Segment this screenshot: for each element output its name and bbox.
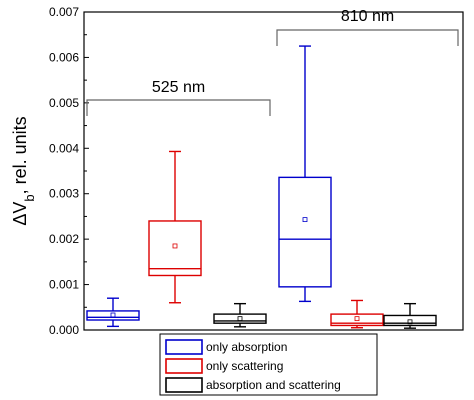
group-brackets: 525 nm 810 nm [86,8,459,116]
legend-items: only absorption only scattering absorption… [165,339,341,393]
legend-swatch [165,339,203,355]
box-series [86,45,437,329]
y-tick-label: 0.006 [49,50,79,64]
y-axis-ticks: 0.000 0.001 0.002 0.003 0.004 0.005 0.006 0.007 [49,5,89,337]
y-tick-label: 0.002 [49,232,79,246]
plot-area-frame [83,11,464,331]
mean-marker [172,243,178,249]
box-iqr [86,310,140,321]
legend-label: only scattering [206,359,283,373]
legend-item-3: absorption and scattering [165,377,341,393]
box-1 [86,297,140,328]
y-axis-title: ΔVb, rel. units [10,116,37,225]
box-6 [383,302,437,329]
box-iqr [213,313,267,324]
mean-marker [237,316,243,322]
group-label: 810 nm [341,8,394,25]
legend-swatch [165,377,203,393]
box-3 [213,302,267,328]
box-iqr [278,176,332,288]
y-tick-label: 0.001 [49,278,79,292]
group-bracket-2: 810 nm [276,8,459,46]
legend-label: absorption and scattering [206,378,341,392]
group-bracket-1: 525 nm [86,79,271,116]
box-iqr [330,313,384,327]
y-axis-title-subscript: b [22,194,37,201]
legend-item-1: only absorption [165,339,287,355]
mean-marker [110,312,116,318]
y-axis-title-main: ΔV [10,202,30,226]
group-label: 525 nm [152,79,205,96]
y-tick-label: 0.003 [49,187,79,201]
mean-marker [407,319,413,325]
y-tick-label: 0.007 [49,5,79,19]
box-4 [278,45,332,303]
legend-item-2: only scattering [165,358,283,374]
box-2 [148,150,202,304]
mean-marker [302,217,308,223]
y-tick-label: 0.000 [49,323,79,337]
box-iqr [383,314,437,327]
y-axis-title-rest: , rel. units [10,116,30,194]
mean-marker [354,316,360,322]
legend: only absorption only scattering absorption… [159,333,378,396]
legend-swatch [165,358,203,374]
y-tick-label: 0.004 [49,141,79,155]
legend-label: only absorption [206,340,287,354]
box-5 [330,299,384,329]
bracket-line [86,99,271,116]
bracket-line [276,29,459,46]
y-tick-label: 0.005 [49,96,79,110]
